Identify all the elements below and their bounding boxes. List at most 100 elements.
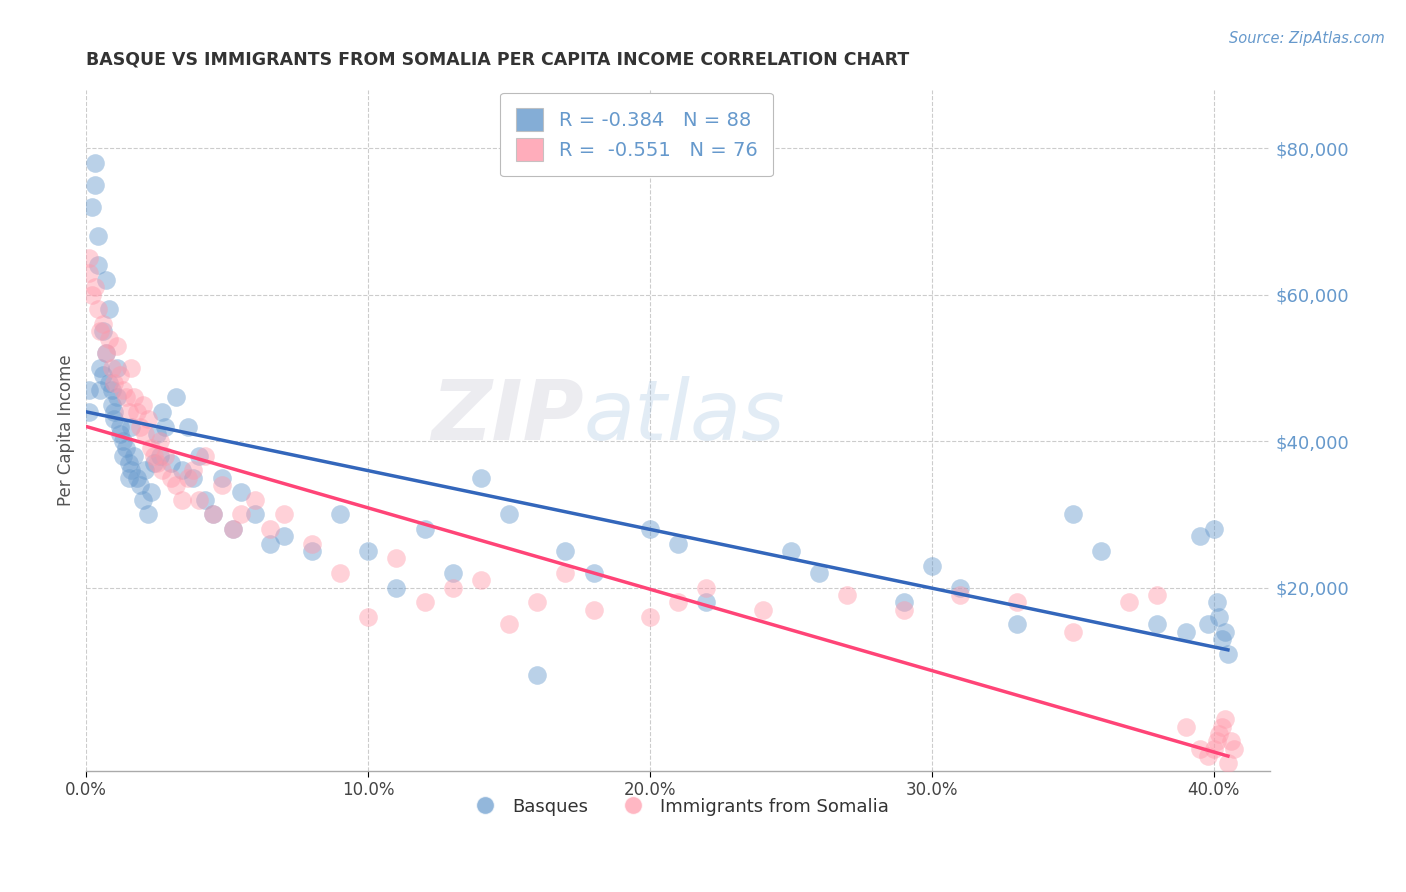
Point [100,383,122,397]
Point [86,229,108,244]
Point [152,463,174,477]
Point [120,360,142,375]
Point [441,581,464,595]
Point [921,558,943,573]
Point [222,522,245,536]
Y-axis label: Per Capita Income: Per Capita Income [58,354,75,506]
Point [86,302,108,317]
Point [1005,595,1028,609]
Point [89,383,111,397]
Point [498,508,520,522]
Point [89,360,111,375]
Point [145,426,167,441]
Point [893,595,915,609]
Point [1005,617,1028,632]
Point [131,492,153,507]
Point [259,522,281,536]
Point [89,324,111,338]
Point [100,398,122,412]
Point [413,522,436,536]
Point [122,390,145,404]
Legend: Basques, Immigrants from Somalia: Basques, Immigrants from Somalia [460,790,897,823]
Point [1146,617,1168,632]
Point [1216,756,1239,771]
Text: BASQUE VS IMMIGRANTS FROM SOMALIA PER CAPITA INCOME CORRELATION CHART: BASQUE VS IMMIGRANTS FROM SOMALIA PER CA… [86,51,910,69]
Point [357,544,380,558]
Point [152,405,174,419]
Point [103,405,125,419]
Point [949,581,972,595]
Point [111,449,134,463]
Point [114,442,136,456]
Point [752,602,775,616]
Point [125,471,148,485]
Point [582,602,605,616]
Point [108,426,131,441]
Point [357,610,380,624]
Point [77,266,100,280]
Point [97,302,120,317]
Point [194,449,217,463]
Point [498,617,520,632]
Point [83,280,105,294]
Point [1222,741,1244,756]
Point [149,449,172,463]
Point [554,566,576,580]
Point [273,529,295,543]
Point [638,610,661,624]
Point [100,360,122,375]
Point [120,463,142,477]
Point [1219,734,1241,748]
Point [94,273,117,287]
Point [259,537,281,551]
Point [128,419,150,434]
Point [142,449,165,463]
Point [526,668,548,682]
Point [103,412,125,426]
Point [105,390,128,404]
Point [808,566,831,580]
Point [385,581,408,595]
Point [441,566,464,580]
Point [893,602,915,616]
Point [301,537,323,551]
Point [1146,588,1168,602]
Point [1211,632,1233,646]
Point [695,581,717,595]
Point [142,456,165,470]
Point [202,508,225,522]
Point [117,471,139,485]
Point [105,360,128,375]
Point [97,376,120,390]
Point [1188,741,1211,756]
Point [526,595,548,609]
Point [1208,727,1230,741]
Point [160,456,183,470]
Point [1062,624,1084,639]
Point [470,471,492,485]
Point [94,346,117,360]
Point [136,412,159,426]
Point [108,368,131,383]
Text: Source: ZipAtlas.com: Source: ZipAtlas.com [1229,31,1385,46]
Point [91,368,114,383]
Point [1090,544,1112,558]
Point [125,405,148,419]
Point [91,317,114,331]
Point [329,508,352,522]
Point [273,508,295,522]
Point [470,574,492,588]
Point [1211,720,1233,734]
Point [1216,647,1239,661]
Point [695,595,717,609]
Point [245,508,267,522]
Point [83,178,105,192]
Point [91,324,114,338]
Point [211,478,233,492]
Point [134,426,156,441]
Point [166,478,188,492]
Point [949,588,972,602]
Point [139,485,162,500]
Point [231,508,253,522]
Point [554,544,576,558]
